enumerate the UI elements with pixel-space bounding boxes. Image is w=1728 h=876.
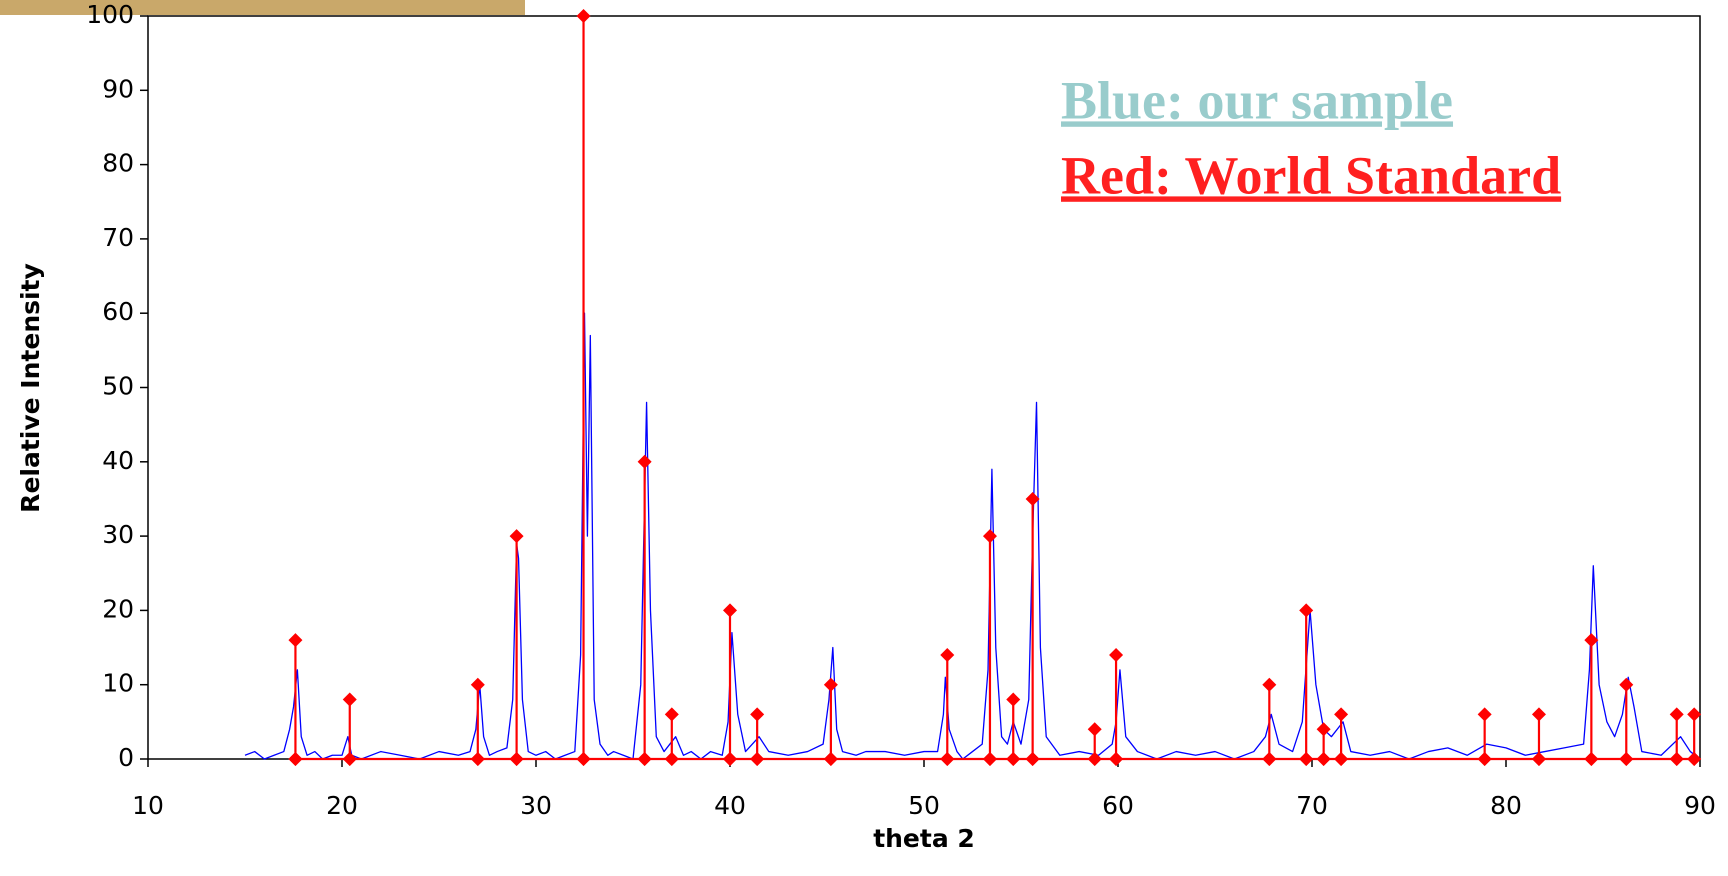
y-tick-label: 0	[118, 743, 134, 772]
x-tick-label: 70	[1296, 791, 1328, 820]
marker	[1299, 752, 1314, 766]
marker	[1477, 752, 1492, 766]
series-line	[294, 14, 1696, 761]
marker	[1669, 707, 1684, 722]
marker	[723, 752, 737, 766]
marker	[750, 752, 765, 766]
x-tick-label: 50	[908, 791, 940, 820]
x-tick-label: 20	[326, 791, 358, 820]
y-tick-label: 40	[102, 446, 134, 475]
marker	[982, 752, 997, 766]
x-tick-label: 90	[1684, 791, 1716, 820]
y-tick-label: 100	[86, 0, 134, 29]
marker	[1477, 707, 1492, 722]
marker	[664, 707, 679, 722]
y-tick-label: 90	[102, 74, 134, 103]
marker	[1006, 752, 1021, 766]
marker	[1584, 633, 1599, 648]
marker	[1316, 722, 1331, 737]
marker	[470, 677, 485, 692]
marker	[1299, 603, 1314, 618]
y-tick-label: 70	[102, 223, 134, 252]
x-tick-label: 60	[1102, 791, 1134, 820]
y-tick-label: 80	[102, 149, 134, 178]
marker	[1687, 707, 1702, 722]
marker	[1109, 647, 1124, 662]
x-tick-label: 30	[520, 791, 552, 820]
series-line	[244, 312, 1701, 760]
marker	[576, 9, 591, 23]
marker	[823, 677, 838, 692]
plot-frame	[147, 15, 1701, 760]
marker	[1669, 752, 1684, 766]
marker	[509, 529, 524, 544]
marker	[1531, 752, 1546, 766]
marker	[1087, 752, 1102, 766]
marker	[1087, 722, 1102, 737]
marker	[1584, 752, 1599, 766]
marker	[1687, 752, 1702, 766]
marker	[1334, 752, 1349, 766]
marker	[1334, 707, 1349, 722]
x-tick-label: 80	[1490, 791, 1522, 820]
marker	[509, 752, 524, 766]
marker	[637, 454, 652, 469]
marker	[637, 752, 652, 766]
x-axis-title: theta 2	[873, 824, 975, 853]
y-tick-label: 30	[102, 520, 134, 549]
marker	[1619, 677, 1634, 692]
marker	[342, 752, 357, 766]
marker	[1006, 692, 1021, 707]
marker	[1531, 707, 1546, 722]
marker	[1025, 491, 1040, 506]
marker	[664, 752, 679, 766]
marker	[1619, 752, 1634, 766]
marker	[940, 752, 955, 766]
marker	[342, 692, 357, 707]
photo-fragment	[0, 0, 525, 15]
legend-entry: Red: World Standard	[1061, 145, 1561, 205]
marker	[1316, 752, 1331, 766]
y-tick-label: 60	[102, 297, 134, 326]
marker	[750, 707, 765, 722]
x-tick-label: 40	[714, 791, 746, 820]
marker	[823, 752, 838, 766]
marker	[1109, 752, 1124, 766]
marker	[576, 752, 591, 766]
y-tick-label: 10	[102, 669, 134, 698]
marker	[1262, 752, 1277, 766]
y-tick-label: 50	[102, 372, 134, 401]
marker	[723, 603, 737, 618]
marker	[1025, 752, 1040, 766]
x-tick-label: 10	[132, 791, 164, 820]
marker	[940, 647, 955, 662]
marker	[288, 633, 303, 648]
marker	[1262, 677, 1277, 692]
marker	[470, 752, 485, 766]
y-tick-label: 20	[102, 594, 134, 623]
legend-entry: Blue: our sample	[1061, 70, 1453, 130]
marker	[288, 752, 303, 766]
marker	[982, 529, 997, 544]
y-axis-title: Relative Intensity	[16, 263, 45, 513]
